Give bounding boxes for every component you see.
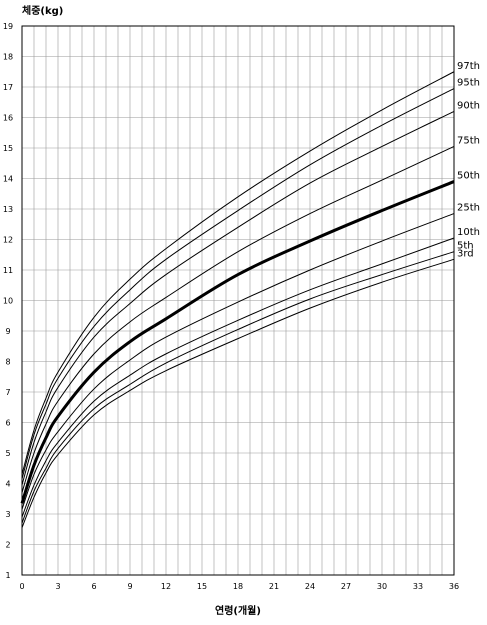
x-tick-label: 33	[413, 582, 423, 591]
series-layer	[20, 71, 455, 528]
series-line-97th	[21, 71, 455, 475]
x-tick-label: 15	[197, 582, 207, 591]
series-line-95th	[21, 88, 455, 480]
series-line-75th	[21, 146, 455, 493]
y-tick-label: 14	[3, 175, 13, 184]
y-tick-label: 11	[3, 266, 13, 275]
series-label-10th: 10th	[457, 227, 480, 238]
series-label-97th: 97th	[457, 61, 480, 72]
series-label-50th: 50th	[457, 171, 480, 182]
x-tick-label: 27	[341, 582, 351, 591]
series-label-5th: 5th	[457, 241, 474, 252]
x-tick-label: 18	[233, 582, 243, 591]
x-tick-label: 12	[161, 582, 171, 591]
y-tick-label: 10	[3, 297, 13, 306]
series-line-10th	[21, 237, 455, 518]
series-label-95th: 95th	[457, 78, 480, 89]
y-tick-label: 4	[5, 480, 10, 489]
x-tick-label: 9	[127, 582, 132, 591]
series-line-3rd	[21, 258, 455, 528]
series-label-25th: 25th	[457, 203, 480, 214]
y-axis-title: 체중(kg)	[22, 4, 63, 17]
x-axis-title: 연령(개월)	[215, 604, 261, 617]
x-tick-label: 0	[19, 582, 24, 591]
y-tick-label: 18	[3, 53, 13, 62]
series-line-50th	[20, 180, 455, 504]
x-tick-label: 24	[305, 582, 315, 591]
y-tick-label: 19	[3, 22, 13, 31]
y-tick-label: 9	[5, 327, 10, 336]
y-tick-label: 2	[5, 541, 10, 550]
y-tick-label: 16	[3, 114, 13, 123]
series-label-90th: 90th	[457, 100, 480, 111]
y-tick-label: 17	[3, 83, 13, 92]
x-tick-label: 36	[449, 582, 459, 591]
plot-border	[21, 25, 455, 576]
y-tick-label: 12	[3, 236, 13, 245]
series-label-75th: 75th	[457, 135, 480, 146]
y-tick-label: 15	[3, 144, 13, 153]
y-tick-label: 1	[5, 571, 10, 580]
x-tick-label: 21	[269, 582, 279, 591]
x-tick-label: 30	[377, 582, 387, 591]
y-tick-label: 8	[5, 358, 10, 367]
y-tick-label: 3	[5, 510, 10, 519]
x-tick-labels: 0 3 6 9 12 15 18 21 24 27 30 33 36	[19, 582, 459, 591]
series-line-25th	[21, 213, 455, 510]
series-line-90th	[21, 110, 455, 486]
y-tick-label: 7	[5, 388, 10, 397]
y-tick-label: 13	[3, 205, 13, 214]
x-tick-label: 6	[91, 582, 96, 591]
y-tick-label: 5	[5, 449, 10, 458]
y-tick-label: 6	[5, 419, 10, 428]
series-label-3rd: 3rd	[457, 248, 474, 259]
series-line-5th	[21, 251, 455, 524]
x-tick-label: 3	[55, 582, 60, 591]
